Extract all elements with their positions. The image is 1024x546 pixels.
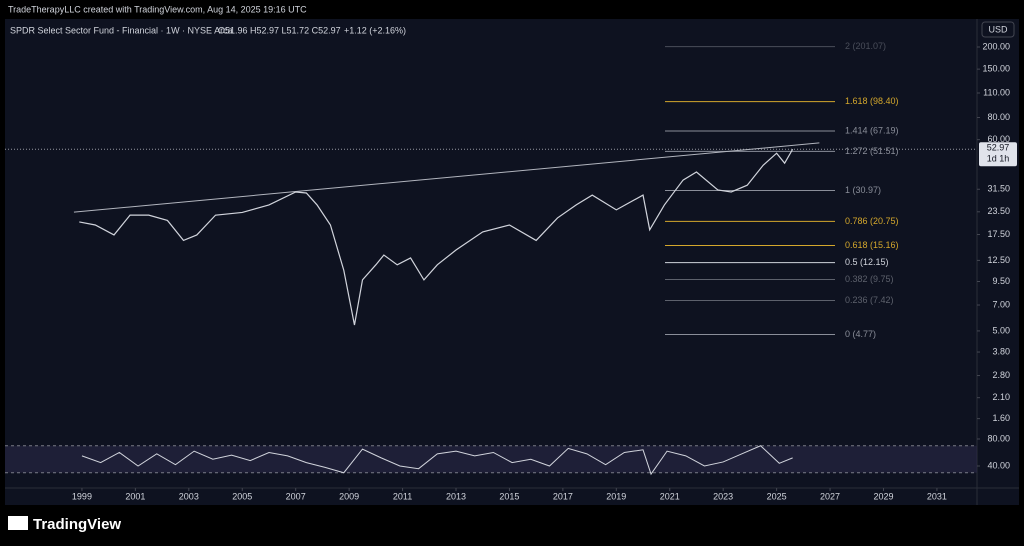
- y-tick-label: 200.00: [982, 41, 1010, 51]
- rsi-line: [81, 445, 793, 476]
- rsi-band: [5, 445, 977, 473]
- x-tick-label: 2001: [125, 491, 145, 501]
- x-tick-label: 2027: [820, 491, 840, 501]
- chart-area: [5, 19, 1019, 505]
- logo-mark: [8, 516, 28, 530]
- price-line: [79, 148, 794, 326]
- currency-button[interactable]: [981, 21, 1015, 38]
- y-tick-label: 1.60: [992, 413, 1010, 423]
- y-tick-label: 3.80: [992, 346, 1010, 356]
- header: TradeTherapyLLC created with TradingView…: [8, 4, 307, 14]
- trendline: [73, 142, 820, 213]
- x-tick-label: 2023: [713, 491, 733, 501]
- fib-label: 1 (30.97): [845, 185, 881, 195]
- chart-title: SPDR Select Sector Fund - Financial · 1W…: [10, 25, 233, 35]
- y-tick-label: 150.00: [982, 64, 1010, 74]
- fib-label: 0.786 (20.75): [845, 216, 899, 226]
- fib-label: 0.5 (12.15): [845, 257, 889, 267]
- brand: TradingView: [33, 516, 121, 533]
- change: +1.12 (+2.16%): [344, 25, 406, 35]
- x-tick-label: 2007: [286, 491, 306, 501]
- x-tick-label: 2015: [499, 491, 519, 501]
- y-tick-label: 23.50: [987, 206, 1010, 216]
- fib-label: 1.618 (98.40): [845, 96, 899, 106]
- y-tick-label: 2.10: [992, 392, 1010, 402]
- x-tick-label: 1999: [72, 491, 92, 501]
- x-tick-label: 2019: [606, 491, 626, 501]
- y-tick-label: 80.00: [987, 112, 1010, 122]
- y-tick-label: 9.50: [992, 276, 1010, 286]
- fib-label: 1.414 (67.19): [845, 125, 899, 135]
- x-tick-label: 2011: [393, 491, 412, 501]
- countdown: 1d 1h: [987, 154, 1010, 164]
- x-tick-label: 2021: [660, 491, 680, 501]
- x-tick-label: 2005: [232, 491, 252, 501]
- y-tick-label: 110.00: [983, 87, 1010, 97]
- y-tick-label: 7.00: [992, 299, 1010, 309]
- y-tick-label: 31.50: [987, 184, 1010, 194]
- y-tick-label: 17.50: [987, 229, 1010, 239]
- fib-label: 0.236 (7.42): [845, 295, 894, 305]
- x-tick-label: 2017: [553, 491, 573, 501]
- fib-label: 0.382 (9.75): [845, 274, 894, 284]
- fib-label: 1.272 (51.51): [845, 146, 899, 156]
- rsi-tick-label: 80.00: [987, 433, 1010, 443]
- x-tick-label: 2013: [446, 491, 466, 501]
- rsi-tick-label: 40.00: [987, 460, 1010, 470]
- fib-label: 0 (4.77): [845, 329, 876, 339]
- x-tick-label: 2031: [927, 491, 947, 501]
- y-tick-label: 5.00: [992, 325, 1010, 335]
- y-tick-label: 12.50: [987, 255, 1010, 265]
- x-tick-label: 2025: [767, 491, 787, 501]
- y-tick-label: 2.80: [992, 370, 1010, 380]
- price-tag-label: 52.97: [987, 143, 1010, 153]
- x-tick-label: 2029: [873, 491, 893, 501]
- x-tick-label: 2009: [339, 491, 359, 501]
- currency[interactable]: USD: [988, 24, 1008, 34]
- y-tick-label: 60.00: [987, 134, 1010, 144]
- x-tick-label: 2003: [179, 491, 199, 501]
- fib-label: 0.618 (15.16): [845, 240, 899, 250]
- fib-label: 2 (201.07): [845, 41, 886, 51]
- price-tag: [979, 142, 1017, 167]
- ohlc: O51.96 H52.97 L51.72 C52.97: [218, 25, 341, 35]
